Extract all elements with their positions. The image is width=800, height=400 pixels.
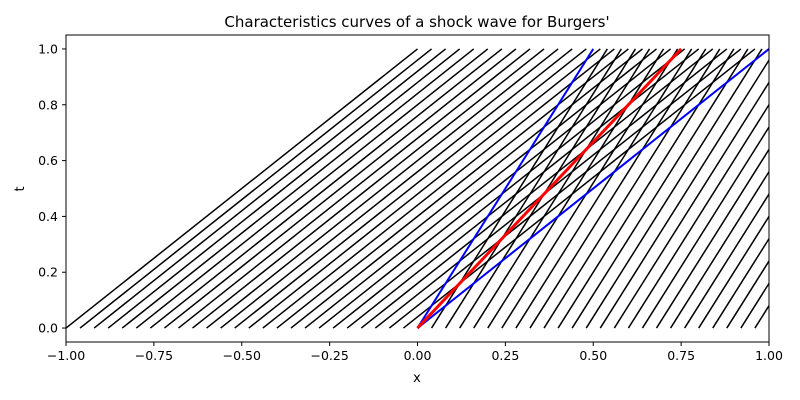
x-tick-label: −0.50 [223,348,261,363]
y-axis-label: t [13,186,28,191]
characteristic-line [684,192,769,329]
y-tick-label: 0.2 [38,265,58,280]
characteristic-line [571,48,749,329]
characteristic-line [585,48,763,329]
characteristic-line [599,58,769,329]
characteristic-line [669,170,769,329]
characteristic-line [276,48,629,329]
characteristic-line [529,48,707,329]
x-tick-label: 0.25 [491,348,519,363]
y-tick-label: 0.8 [38,97,58,112]
y-tick-label: 0.4 [38,209,58,224]
x-axis: −1.00 −0.75 −0.50 −0.25 0.00 0.25 0.50 0.75 1.00 [47,342,783,363]
characteristic-line [135,48,489,329]
characteristic-line [627,103,769,329]
characteristic-line [768,326,769,329]
characteristic-line [487,48,665,329]
characteristic-line [318,48,672,329]
characteristic-line [290,48,643,329]
y-axis: 0.0 0.2 0.4 0.6 0.8 1.0 [38,41,66,336]
characteristic-line [163,48,517,329]
x-tick-label: 0.50 [579,348,607,363]
characteristic-line [234,48,587,329]
characteristic-line [121,48,475,329]
characteristic-line [206,48,559,329]
x-tick-label: 0.75 [667,348,695,363]
fan-bound-line [416,48,769,329]
fan-bound-line [416,48,595,329]
characteristic-line [304,48,657,329]
characteristic-line [543,48,721,329]
characteristic-line [754,304,769,329]
shock-line [416,47,683,330]
characteristic-line [346,48,700,329]
x-tick-label: 0.00 [404,348,432,363]
characteristic-line [726,259,769,329]
characteristic-line [473,48,651,329]
characteristic-line [360,48,714,329]
characteristic-line [66,48,418,329]
plot-lines [66,47,769,330]
characteristic-line [107,48,461,329]
characteristic-line [220,48,573,329]
characteristic-line [712,237,769,329]
x-tick-label: −0.75 [135,348,173,363]
characteristic-line [515,48,693,329]
characteristic-line [557,48,735,329]
characteristic-line [655,148,769,329]
characteristic-line [79,48,433,329]
x-axis-label: x [413,371,421,386]
characteristic-line [93,48,447,329]
characteristic-line [698,215,769,329]
characteristic-line [178,48,531,329]
x-tick-label: 1.00 [755,348,783,363]
characteristic-line [248,48,601,329]
chart-title: Characteristics curves of a shock wave f… [224,13,609,31]
y-tick-label: 0.6 [38,153,58,168]
characteristic-line [613,81,769,329]
characteristic-line [641,125,769,329]
characteristic-line [332,48,686,329]
y-tick-label: 1.0 [38,41,58,56]
characteristic-line [192,48,545,329]
x-tick-label: −1.00 [47,348,85,363]
characteristic-line [149,48,503,329]
characteristic-line [501,48,679,329]
y-tick-label: 0.0 [38,321,58,336]
x-tick-label: −0.25 [310,348,348,363]
characteristic-line [262,48,615,329]
